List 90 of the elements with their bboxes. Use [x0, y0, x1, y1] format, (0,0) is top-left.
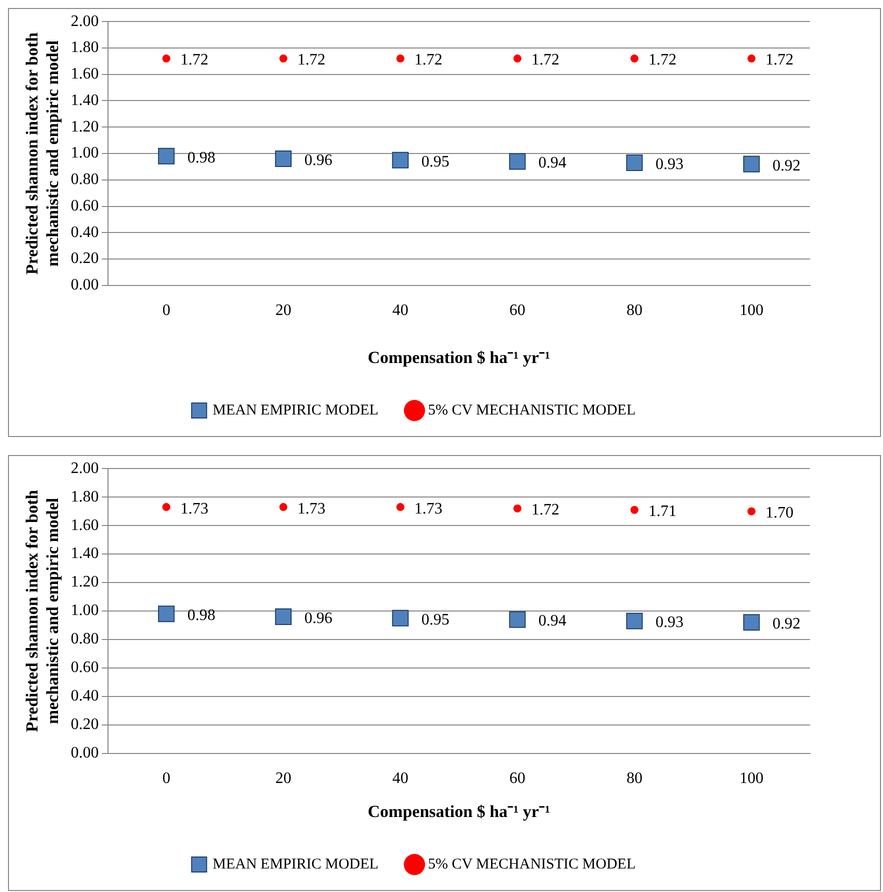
y-tick-label: 1.60	[70, 66, 99, 83]
x-tick-label: 100	[739, 302, 764, 320]
x-tick-label: 40	[392, 770, 408, 788]
legend-label: 5% CV MECHANISTIC MODEL	[428, 402, 636, 418]
x-tick-label: 20	[275, 770, 292, 788]
legend-label: MEAN EMPIRIC MODEL	[212, 402, 378, 418]
data-label: 0.96	[304, 152, 332, 169]
data-label: 1.72	[765, 52, 794, 69]
point	[162, 503, 170, 512]
point	[392, 610, 409, 626]
data-label: 0.94	[538, 154, 566, 172]
point	[275, 150, 292, 168]
data-label: 0.93	[655, 156, 684, 173]
data-label: 0.92	[772, 616, 800, 633]
point	[747, 54, 756, 63]
y-tick-label: 1.40	[70, 545, 99, 562]
point	[626, 612, 643, 630]
legend-label: 5% CV MECHANISTIC MODEL	[428, 856, 636, 872]
y-tick-label: 0.60	[70, 659, 99, 676]
data-label: 1.72	[531, 52, 560, 69]
point	[396, 503, 404, 512]
y-tick-label: 1.20	[70, 118, 99, 136]
point	[162, 54, 170, 63]
point	[279, 54, 288, 63]
y-tick-label: 1.60	[70, 516, 99, 534]
y-tick-label: 2.00	[70, 460, 99, 477]
data-label: 0.98	[187, 149, 216, 166]
y-tick-label: 0.00	[70, 744, 99, 762]
x-tick-label: 20	[275, 302, 292, 320]
point	[275, 608, 292, 625]
point	[743, 156, 760, 172]
y-axis-title: Predicted shannon index for both mechanistic and empiric model	[22, 489, 62, 732]
x-tick-label: 60	[509, 770, 526, 788]
data-label: 0.95	[421, 153, 450, 170]
data-label: 0.93	[655, 614, 684, 632]
y-tick-label: 1.80	[70, 39, 99, 56]
y-tick-label: 0.20	[70, 250, 99, 268]
point	[513, 504, 522, 512]
point	[513, 54, 522, 63]
y-tick-label: 2.00	[70, 12, 99, 30]
y-tick-label: 0.20	[70, 716, 99, 734]
y-axis-title: Predicted shannon index for both mechanistic and empiric model	[22, 32, 62, 275]
point	[509, 611, 526, 628]
x-tick-label: 40	[392, 302, 408, 320]
y-tick-label: 1.80	[70, 488, 99, 506]
y-tick-label: 0.00	[70, 276, 99, 294]
point	[630, 54, 638, 63]
data-label: 1.72	[648, 52, 676, 69]
point	[158, 148, 175, 164]
x-axis-title: Compensation $ ha⁻¹ yr⁻¹	[368, 802, 550, 822]
y-tick-label: 1.20	[70, 574, 99, 591]
data-label: 1.72	[531, 502, 560, 519]
x-axis-title: Compensation $ ha⁻¹ yr⁻¹	[368, 348, 550, 368]
point	[158, 606, 175, 622]
data-label: 0.96	[304, 610, 332, 627]
x-tick-label: 80	[626, 770, 642, 788]
point	[392, 152, 409, 168]
data-label: 1.73	[297, 500, 326, 518]
point	[509, 153, 526, 170]
y-tick-label: 0.40	[70, 688, 99, 705]
y-tick-label: 0.60	[70, 197, 99, 214]
y-tick-label: 0.80	[70, 630, 99, 648]
point	[396, 54, 404, 63]
data-label: 0.94	[538, 612, 566, 630]
data-label: 1.70	[765, 504, 794, 522]
x-tick-label: 0	[162, 770, 170, 788]
x-tick-label: 100	[739, 770, 764, 788]
point	[630, 506, 638, 514]
data-label: 1.72	[414, 52, 442, 69]
data-label: 1.71	[648, 503, 676, 520]
data-label: 1.73	[414, 500, 442, 518]
y-tick-label: 1.40	[70, 92, 99, 109]
data-label: 0.92	[772, 157, 800, 174]
y-tick-label: 1.00	[70, 602, 99, 620]
data-label: 1.72	[297, 52, 326, 69]
x-tick-label: 0	[162, 302, 170, 320]
x-tick-label: 60	[509, 302, 526, 320]
y-tick-label: 0.40	[70, 224, 99, 241]
data-label: 0.95	[421, 611, 450, 628]
data-label: 1.73	[180, 500, 208, 518]
y-tick-label: 0.80	[70, 171, 99, 188]
y-tick-label: 1.00	[70, 144, 99, 162]
point	[743, 614, 760, 631]
point	[747, 507, 756, 516]
point	[279, 503, 288, 512]
data-label: 1.72	[180, 52, 208, 69]
x-tick-label: 80	[626, 302, 642, 320]
data-label: 0.98	[187, 607, 216, 624]
legend-label: MEAN EMPIRIC MODEL	[212, 856, 378, 872]
point	[626, 154, 643, 172]
